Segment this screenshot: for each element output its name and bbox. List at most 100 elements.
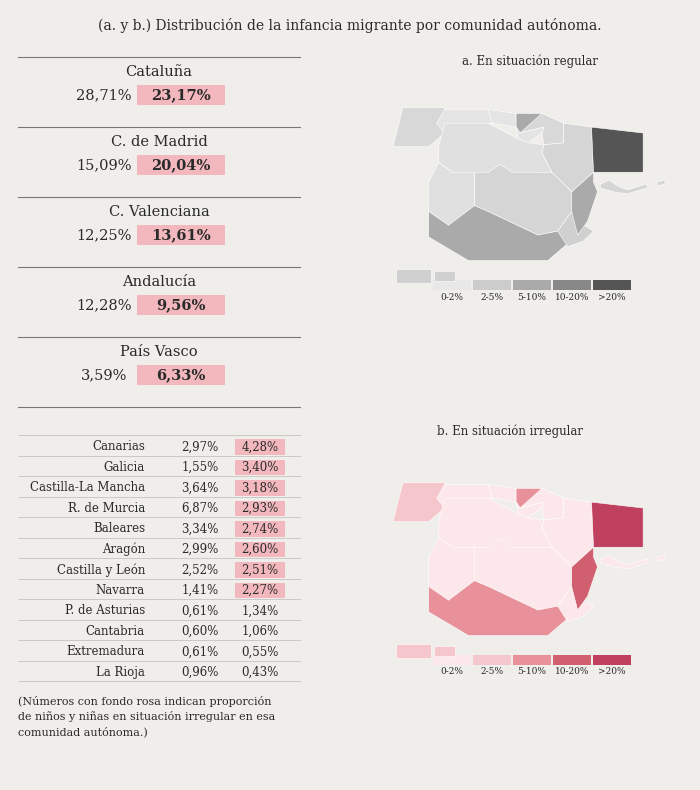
Polygon shape (475, 164, 572, 235)
Text: 0,43%: 0,43% (241, 666, 279, 679)
Bar (235, 562, 285, 577)
Text: 3,40%: 3,40% (241, 461, 279, 474)
Polygon shape (437, 110, 492, 133)
Text: País Vasco: País Vasco (120, 345, 198, 359)
Polygon shape (489, 110, 516, 127)
Text: P. de Asturias: P. de Asturias (64, 604, 145, 618)
Polygon shape (572, 547, 598, 610)
Bar (433, 655, 471, 665)
Text: 20,04%: 20,04% (151, 158, 211, 172)
Text: 3,18%: 3,18% (241, 481, 279, 495)
Polygon shape (516, 114, 544, 133)
Text: 1,34%: 1,34% (241, 604, 279, 618)
Text: Canarias: Canarias (92, 440, 145, 453)
Polygon shape (558, 212, 594, 246)
Polygon shape (439, 498, 552, 559)
Text: >20%: >20% (598, 292, 626, 302)
Text: 2,27%: 2,27% (241, 584, 279, 597)
Text: 5-10%: 5-10% (517, 292, 547, 302)
Text: 1,06%: 1,06% (241, 625, 279, 638)
Polygon shape (489, 540, 516, 559)
Bar (473, 655, 511, 665)
Text: 0,60%: 0,60% (181, 625, 218, 638)
Bar (433, 271, 454, 281)
Bar (593, 280, 631, 290)
Bar (433, 280, 471, 290)
Text: Navarra: Navarra (96, 584, 145, 597)
Text: a. En situación regular: a. En situación regular (462, 55, 598, 69)
Text: Galicia: Galicia (104, 461, 145, 474)
Bar (235, 521, 285, 536)
Text: 0-2%: 0-2% (440, 292, 463, 302)
Text: 0,55%: 0,55% (241, 645, 279, 658)
Bar (513, 280, 551, 290)
Bar (137, 295, 225, 315)
Text: Cantabria: Cantabria (86, 625, 145, 638)
Polygon shape (516, 127, 544, 143)
Bar (235, 439, 285, 454)
Text: 1,41%: 1,41% (181, 584, 218, 597)
Text: 3,59%: 3,59% (80, 368, 127, 382)
Text: (Números con fondo rosa indican proporción
de niños y niñas en situación irregul: (Números con fondo rosa indican proporci… (18, 696, 275, 738)
Bar (473, 280, 511, 290)
Text: 2,51%: 2,51% (241, 563, 279, 577)
Text: 2-5%: 2-5% (480, 292, 503, 302)
Text: 10-20%: 10-20% (554, 668, 589, 676)
Text: 0-2%: 0-2% (440, 668, 463, 676)
Polygon shape (428, 581, 578, 635)
Text: 13,61%: 13,61% (151, 228, 211, 242)
Polygon shape (592, 502, 643, 547)
Polygon shape (601, 180, 647, 194)
Text: 12,28%: 12,28% (76, 298, 132, 312)
Polygon shape (428, 537, 475, 600)
Bar (235, 501, 285, 516)
Bar (235, 542, 285, 557)
Text: C. de Madrid: C. de Madrid (111, 135, 207, 149)
Polygon shape (601, 555, 647, 569)
Bar (137, 155, 225, 175)
Text: 15,09%: 15,09% (76, 158, 132, 172)
Polygon shape (428, 205, 578, 261)
Text: 2,52%: 2,52% (181, 563, 218, 577)
Polygon shape (428, 163, 475, 225)
Polygon shape (393, 107, 444, 147)
Bar (395, 644, 430, 657)
Text: La Rioja: La Rioja (96, 666, 145, 679)
Text: Cataluña: Cataluña (125, 65, 192, 79)
Text: 2,74%: 2,74% (241, 522, 279, 536)
Text: 3,64%: 3,64% (181, 481, 218, 495)
Text: 5-10%: 5-10% (517, 668, 547, 676)
Polygon shape (542, 498, 594, 567)
Polygon shape (393, 483, 444, 521)
Text: Aragón: Aragón (102, 543, 145, 556)
Polygon shape (516, 502, 544, 517)
Polygon shape (592, 127, 643, 172)
Text: >20%: >20% (598, 668, 626, 676)
Text: 1,55%: 1,55% (181, 461, 218, 474)
Text: 3,34%: 3,34% (181, 522, 218, 536)
Polygon shape (520, 488, 564, 520)
Text: 2,99%: 2,99% (181, 543, 218, 556)
Bar (553, 655, 591, 665)
Text: 0,61%: 0,61% (181, 604, 218, 618)
Text: Extremadura: Extremadura (66, 645, 145, 658)
Text: 0,96%: 0,96% (181, 666, 218, 679)
Text: 2-5%: 2-5% (480, 668, 503, 676)
Polygon shape (542, 123, 594, 192)
Text: C. Valenciana: C. Valenciana (108, 205, 209, 219)
Bar (553, 280, 591, 290)
Bar (235, 460, 285, 475)
Text: 12,25%: 12,25% (76, 228, 132, 242)
Text: 2,60%: 2,60% (241, 543, 279, 556)
Bar (513, 655, 551, 665)
Text: 10-20%: 10-20% (554, 292, 589, 302)
Bar (137, 365, 225, 385)
Bar (235, 480, 285, 495)
Polygon shape (439, 123, 552, 184)
Bar (395, 269, 430, 283)
Text: 9,56%: 9,56% (156, 298, 206, 312)
Polygon shape (437, 484, 492, 508)
Text: R. de Murcia: R. de Murcia (68, 502, 145, 515)
Text: 6,87%: 6,87% (181, 502, 218, 515)
Text: 2,97%: 2,97% (181, 440, 218, 453)
